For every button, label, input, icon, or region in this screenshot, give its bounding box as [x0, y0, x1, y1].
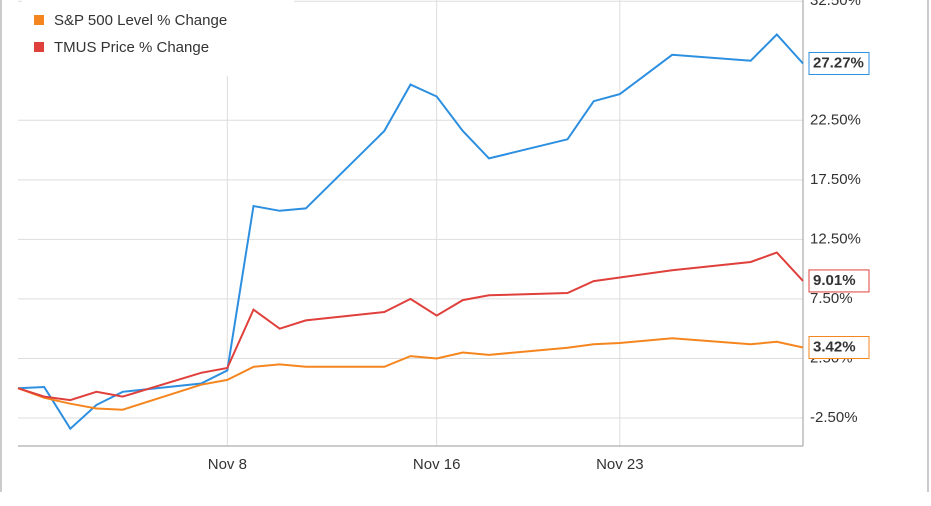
- x-tick-label: Nov 23: [596, 456, 644, 473]
- series-line: [17, 33, 804, 431]
- x-tick-label: Nov 16: [413, 456, 461, 473]
- y-tick-label: 17.50%: [810, 171, 861, 188]
- y-tick-label: 7.50%: [810, 290, 853, 307]
- series-line: [17, 337, 804, 411]
- legend-box: [22, 0, 294, 76]
- series-line: [17, 251, 804, 402]
- y-tick-label: -2.50%: [810, 409, 858, 426]
- end-label: 27.27%: [813, 54, 864, 71]
- legend-swatch: [34, 42, 44, 52]
- y-tick-label: 22.50%: [810, 111, 861, 128]
- y-tick-label: 12.50%: [810, 230, 861, 247]
- legend-label: S&P 500 Level % Change: [54, 12, 227, 29]
- end-label-box: [808, 51, 870, 75]
- legend-label: TMUS Price % Change: [54, 39, 209, 56]
- end-label: 9.01%: [813, 272, 856, 289]
- end-label-box: [808, 336, 870, 360]
- end-label: 3.42%: [813, 338, 856, 355]
- end-label-box: [808, 269, 870, 293]
- y-tick-label: 32.50%: [810, 0, 861, 9]
- legend-swatch: [34, 15, 44, 25]
- x-tick-label: Nov 8: [208, 456, 247, 473]
